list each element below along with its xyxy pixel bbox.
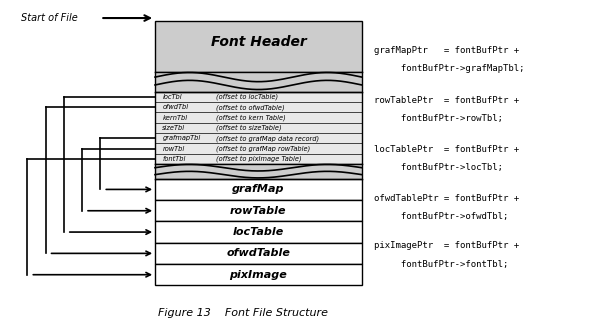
Text: Figure 13    Font File Structure: Figure 13 Font File Structure [158, 308, 328, 318]
Bar [155, 92, 362, 164]
Text: (offset to grafMap rowTable): (offset to grafMap rowTable) [216, 145, 310, 152]
Text: fontBufPtr->fontTbl;: fontBufPtr->fontTbl; [374, 259, 508, 269]
Text: (offset to locTable): (offset to locTable) [216, 94, 278, 100]
Text: (offset to pixImage Table): (offset to pixImage Table) [216, 155, 302, 162]
Text: ofwdTable: ofwdTable [226, 248, 291, 258]
Bar [155, 221, 362, 243]
Text: fontBufPtr->locTbl;: fontBufPtr->locTbl; [374, 163, 503, 172]
Text: ofwdTbl: ofwdTbl [162, 104, 188, 110]
Text: rowTbl: rowTbl [162, 146, 185, 152]
Bar [155, 72, 362, 92]
Text: locTablePtr  = fontBufPtr +: locTablePtr = fontBufPtr + [374, 145, 519, 154]
Text: rowTablePtr  = fontBufPtr +: rowTablePtr = fontBufPtr + [374, 95, 519, 105]
Text: locTable: locTable [233, 227, 284, 237]
Text: fontTbl: fontTbl [162, 156, 185, 162]
Text: fontBufPtr->rowTbl;: fontBufPtr->rowTbl; [374, 113, 503, 123]
Text: Start of File: Start of File [21, 13, 78, 23]
Bar [155, 21, 362, 72]
Bar [155, 179, 362, 200]
Bar [155, 164, 362, 179]
Bar [155, 264, 362, 285]
Text: (offset to ofwdTable): (offset to ofwdTable) [216, 104, 285, 111]
Text: fontBufPtr->grafMapTbl;: fontBufPtr->grafMapTbl; [374, 64, 525, 73]
Text: kernTbl: kernTbl [162, 114, 187, 121]
Text: (offset to sizeTable): (offset to sizeTable) [216, 125, 282, 131]
Text: pixImagePtr  = fontBufPtr +: pixImagePtr = fontBufPtr + [374, 241, 519, 251]
Text: grafMap: grafMap [232, 184, 285, 195]
Bar [155, 200, 362, 221]
Bar [155, 243, 362, 264]
Text: rowTable: rowTable [230, 206, 286, 216]
Text: pixImage: pixImage [230, 270, 287, 280]
Text: Font Header: Font Header [210, 35, 306, 49]
Text: grafmapTbl: grafmapTbl [162, 135, 201, 141]
Text: (offset to grafMap data record): (offset to grafMap data record) [216, 135, 319, 142]
Text: grafMapPtr   = fontBufPtr +: grafMapPtr = fontBufPtr + [374, 46, 519, 55]
Text: (offset to kern Table): (offset to kern Table) [216, 114, 286, 121]
Text: sizeTbl: sizeTbl [162, 125, 185, 131]
Text: fontBufPtr->ofwdTbl;: fontBufPtr->ofwdTbl; [374, 212, 508, 221]
Text: ofwdTablePtr = fontBufPtr +: ofwdTablePtr = fontBufPtr + [374, 194, 519, 203]
Text: locTbl: locTbl [162, 94, 182, 100]
